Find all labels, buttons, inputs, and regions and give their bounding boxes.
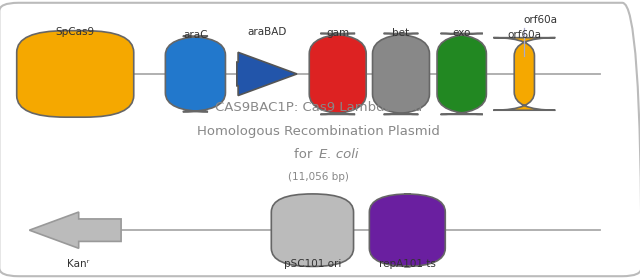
Text: Kanʳ: Kanʳ [67,259,90,270]
FancyBboxPatch shape [369,194,445,266]
Text: SpCas9: SpCas9 [56,27,95,37]
Text: orf60a: orf60a [523,15,557,25]
Text: (11,056 bp): (11,056 bp) [289,172,349,182]
Text: Homologous Recombination Plasmid: Homologous Recombination Plasmid [197,125,440,138]
FancyBboxPatch shape [271,194,353,266]
Text: bet: bet [392,28,410,38]
FancyBboxPatch shape [493,38,556,110]
FancyBboxPatch shape [372,33,429,114]
Text: CAS9BAC1P: Cas9 Lambda Red: CAS9BAC1P: Cas9 Lambda Red [215,101,422,114]
Text: gam: gam [326,28,349,38]
Text: E. coli: E. coli [319,148,358,161]
Text: repA101 ts: repA101 ts [379,259,436,270]
Text: pSC101 ori: pSC101 ori [284,259,341,270]
FancyBboxPatch shape [17,31,134,117]
FancyBboxPatch shape [309,33,366,114]
FancyBboxPatch shape [165,36,225,112]
Text: for: for [294,148,319,161]
Text: araBAD: araBAD [247,27,287,37]
Text: exo: exo [452,28,471,38]
Polygon shape [237,52,297,95]
Polygon shape [29,212,121,248]
Text: araC: araC [183,30,207,40]
FancyBboxPatch shape [437,33,486,114]
Text: orf60a: orf60a [508,30,541,40]
